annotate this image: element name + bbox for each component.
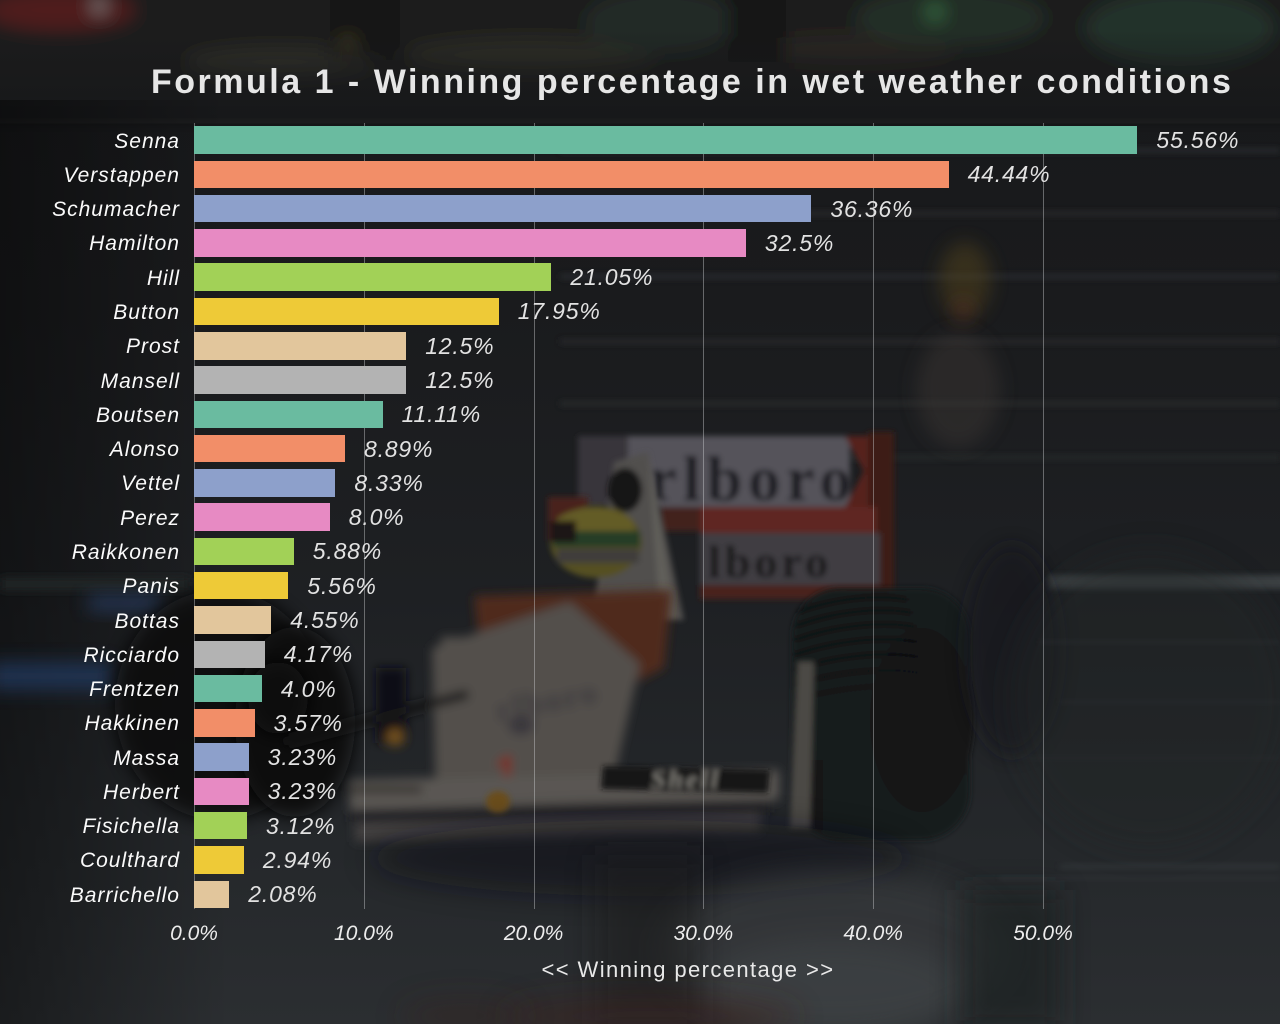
svg-text:lboro: lboro [708, 536, 832, 587]
svg-text:Shell: Shell [651, 765, 721, 794]
